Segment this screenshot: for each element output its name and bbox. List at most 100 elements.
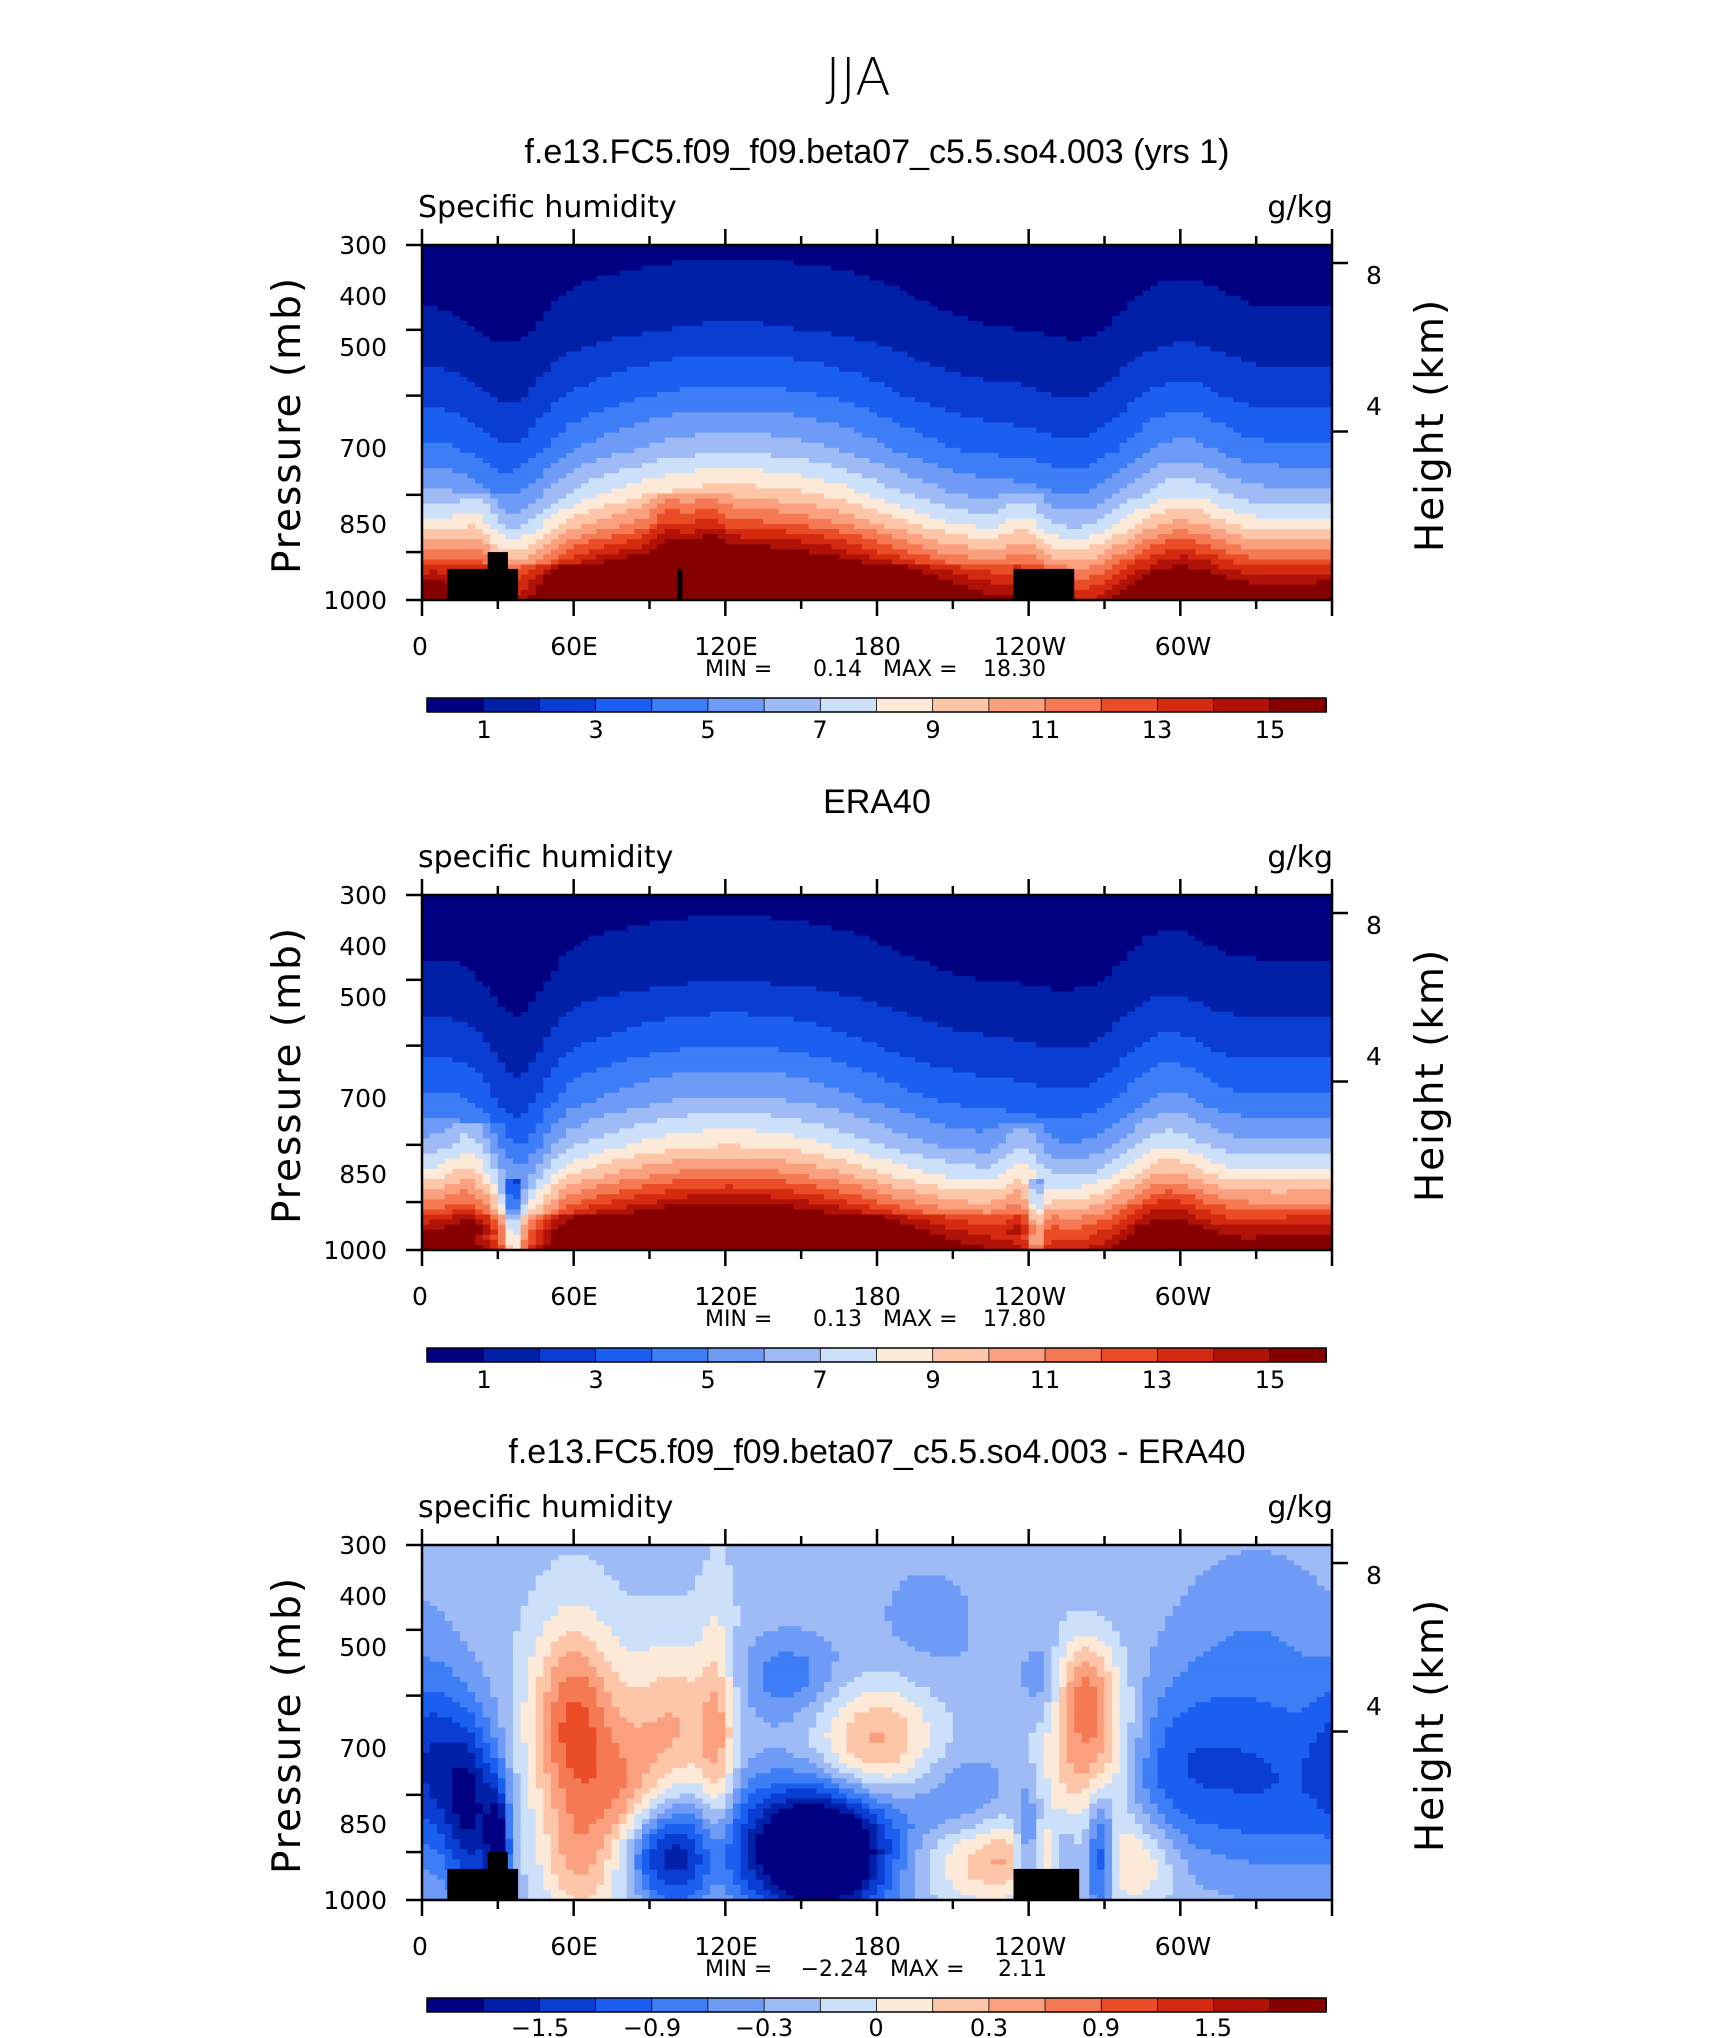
x-tick-label: 0 [412,1932,428,1961]
contour-cell [1172,341,1197,348]
contour-cell [1157,1747,1197,1754]
contour-cell [641,1874,651,1881]
y-tick-label: 500 [339,983,387,1012]
contour-cell [968,1219,1007,1226]
contour-cell [422,1621,453,1627]
contour-cell [1218,1641,1288,1648]
colorbar-label: 0.9 [1082,2014,1120,2038]
contour-cell [626,1849,635,1855]
contour-cell [1127,300,1250,307]
contour-cell [1119,371,1332,378]
contour-cell [930,1727,954,1734]
contour-cell [937,539,1045,545]
contour-cell [1248,402,1332,408]
contour-cell [710,1864,726,1871]
contour-cell [945,1123,999,1129]
contour-cell [839,1712,855,1719]
contour-cell [459,1138,476,1145]
contour-cell [596,1163,643,1170]
contour-cell [1036,1778,1053,1784]
contour-cell [422,1199,484,1205]
contour-cell [1142,935,1197,942]
contour-cell [968,508,999,515]
contour-cell [846,1062,931,1069]
contour-cell [907,1641,969,1648]
contour-cell [566,1113,605,1119]
contour-cell [1043,1763,1060,1769]
contour-cell [1187,1173,1219,1180]
contour-cell [732,1712,742,1719]
contour-cell [755,1712,795,1719]
contour-cell [1036,1818,1090,1825]
contour-cell [763,1798,787,1805]
contour-cell [1051,1864,1060,1871]
contour-cell [1104,569,1121,576]
contour-cell [914,1879,931,1886]
contour-cell [520,1732,537,1739]
contour-cell [884,1123,946,1129]
contour-cell [497,1702,514,1708]
contour-cell [641,1722,681,1729]
contour-cell [1059,1702,1068,1708]
contour-cell [1157,559,1212,566]
contour-cell [975,1834,1015,1840]
contour-cell [1021,1808,1037,1815]
contour-cell [422,900,1332,906]
contour-cell [482,1707,499,1713]
contour-cell [1081,523,1113,530]
contour-cell [422,1768,453,1774]
contour-cell [1119,366,1332,373]
contour-cell [566,422,635,429]
contour-cell [649,1839,658,1845]
contour-cell [732,1681,749,1688]
contour-cell [596,1747,620,1754]
contour-cell [1043,1244,1090,1250]
contour-cell [558,1224,916,1231]
contour-cell [1218,1560,1295,1566]
contour-cell [1028,1687,1045,1693]
contour-cell [535,1758,544,1764]
contour-cell [831,1747,848,1754]
contour-cell [1119,1742,1128,1749]
contour-cell [505,1067,529,1074]
contour-cell [877,412,962,419]
contour-cell [1051,1803,1090,1810]
colorbar-swatch [482,1997,541,2013]
contour-cell [634,529,651,535]
contour-cell [422,1118,461,1124]
contour-cell [937,1143,999,1150]
contour-cell [907,1854,916,1861]
contour-cell [907,1732,931,1739]
contour-cell [808,1737,833,1744]
contour-cell [998,534,1037,540]
contour-cell [1089,1798,1098,1805]
contour-cell [1195,1879,1332,1886]
contour-cell [763,1676,810,1683]
contour-cell [899,554,931,561]
contour-cell [869,1808,886,1815]
contour-cell [596,1758,628,1764]
contour-cell [550,1229,931,1236]
contour-cell [649,417,817,424]
contour-cell [725,1697,734,1703]
contour-cell [770,1813,855,1820]
contour-cell [664,1788,704,1795]
contour-cell [422,1605,438,1612]
x-tick-label: 120E [694,1282,758,1311]
contour-cell [672,1737,704,1744]
contour-cell [422,427,484,434]
contour-cell [1028,1788,1037,1795]
contour-cell [422,1580,537,1587]
contour-cell [831,925,1332,932]
contour-cell [596,1697,613,1703]
contour-cell [422,518,484,525]
contour-cell [422,1773,453,1779]
contour-cell [725,1783,734,1790]
terrain-block [677,568,683,600]
contour-cell [497,1697,514,1703]
colorbar-swatch [1100,1347,1159,1363]
contour-cell [945,1834,977,1840]
contour-cell [922,1844,939,1850]
contour-cell [475,1778,484,1784]
contour-cell [1119,1712,1136,1719]
